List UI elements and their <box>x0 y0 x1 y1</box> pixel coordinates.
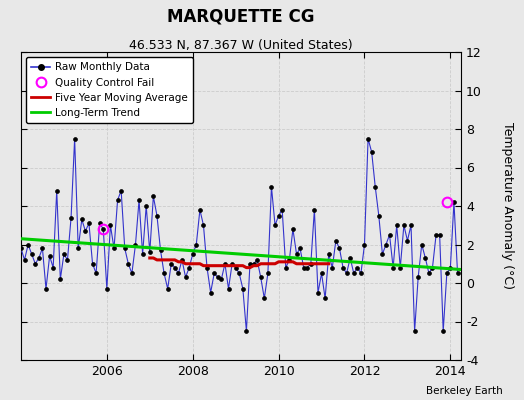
Title: 46.533 N, 87.367 W (United States): 46.533 N, 87.367 W (United States) <box>129 39 353 52</box>
Text: MARQUETTE CG: MARQUETTE CG <box>167 8 315 26</box>
Text: Berkeley Earth: Berkeley Earth <box>427 386 503 396</box>
Y-axis label: Temperature Anomaly (°C): Temperature Anomaly (°C) <box>501 122 514 290</box>
Legend: Raw Monthly Data, Quality Control Fail, Five Year Moving Average, Long-Term Tren: Raw Monthly Data, Quality Control Fail, … <box>26 57 193 123</box>
